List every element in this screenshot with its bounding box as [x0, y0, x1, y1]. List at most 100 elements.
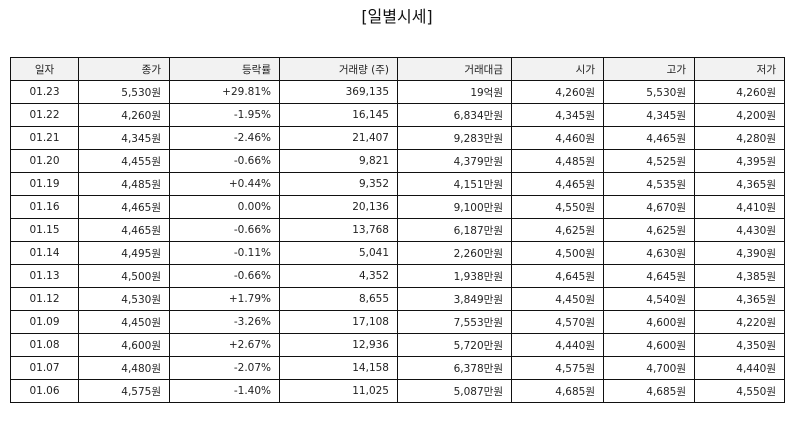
column-header-amount: 거래대금: [397, 57, 512, 81]
cell-date: 01.08: [10, 333, 79, 357]
cell-low: 4,385원: [694, 264, 785, 288]
table-body: 01.23 5,530원 +29.81% 369,135 19억원 4,260원 5,530…: [10, 80, 785, 403]
column-header-volume: 거래량 (주): [279, 57, 398, 81]
cell-amount: 6,187만원: [397, 218, 512, 242]
cell-high: 4,700원: [603, 356, 695, 380]
cell-open: 4,575원: [511, 356, 604, 380]
cell-open: 4,440원: [511, 333, 604, 357]
cell-low: 4,350원: [694, 333, 785, 357]
cell-open: 4,570원: [511, 310, 604, 334]
cell-close: 4,465원: [78, 195, 170, 219]
cell-change: -3.26%: [169, 310, 280, 334]
cell-low: 4,440원: [694, 356, 785, 380]
cell-low: 4,430원: [694, 218, 785, 242]
cell-close: 4,600원: [78, 333, 170, 357]
cell-amount: 4,151만원: [397, 172, 512, 196]
cell-change: -2.07%: [169, 356, 280, 380]
cell-open: 4,500원: [511, 241, 604, 265]
cell-close: 4,575원: [78, 379, 170, 403]
table-row: 01.15 4,465원 -0.66% 13,768 6,187만원 4,625원 4,62…: [10, 218, 785, 242]
cell-close: 5,530원: [78, 80, 170, 104]
cell-date: 01.20: [10, 149, 79, 173]
cell-volume: 13,768: [279, 218, 398, 242]
table-row: 01.07 4,480원 -2.07% 14,158 6,378만원 4,575원 4,70…: [10, 356, 785, 380]
cell-amount: 6,834만원: [397, 103, 512, 127]
cell-close: 4,485원: [78, 172, 170, 196]
cell-open: 4,485원: [511, 149, 604, 173]
cell-high: 4,540원: [603, 287, 695, 311]
cell-open: 4,465원: [511, 172, 604, 196]
table-row: 01.13 4,500원 -0.66% 4,352 1,938만원 4,645원 4,645…: [10, 264, 785, 288]
cell-date: 01.14: [10, 241, 79, 265]
cell-amount: 1,938만원: [397, 264, 512, 288]
cell-low: 4,395원: [694, 149, 785, 173]
cell-change: -0.66%: [169, 264, 280, 288]
cell-close: 4,455원: [78, 149, 170, 173]
cell-volume: 9,352: [279, 172, 398, 196]
cell-low: 4,365원: [694, 172, 785, 196]
cell-close: 4,495원: [78, 241, 170, 265]
cell-date: 01.09: [10, 310, 79, 334]
cell-date: 01.07: [10, 356, 79, 380]
cell-low: 4,410원: [694, 195, 785, 219]
table-header-row: 일자 종가 등락률 거래량 (주) 거래대금 시가 고가 저가: [10, 57, 785, 81]
cell-volume: 12,936: [279, 333, 398, 357]
cell-date: 01.13: [10, 264, 79, 288]
cell-high: 4,600원: [603, 310, 695, 334]
column-header-low: 저가: [694, 57, 785, 81]
cell-amount: 7,553만원: [397, 310, 512, 334]
cell-open: 4,450원: [511, 287, 604, 311]
table-row: 01.20 4,455원 -0.66% 9,821 4,379만원 4,485원 4,525…: [10, 149, 785, 173]
table-row: 01.22 4,260원 -1.95% 16,145 6,834만원 4,345원 4,34…: [10, 103, 785, 127]
cell-change: +0.44%: [169, 172, 280, 196]
cell-low: 4,200원: [694, 103, 785, 127]
table-row: 01.06 4,575원 -1.40% 11,025 5,087만원 4,685원 4,68…: [10, 379, 785, 403]
cell-amount: 9,283만원: [397, 126, 512, 150]
table-row: 01.14 4,495원 -0.11% 5,041 2,260만원 4,500원 4,630…: [10, 241, 785, 265]
cell-change: -1.40%: [169, 379, 280, 403]
cell-volume: 8,655: [279, 287, 398, 311]
cell-high: 4,600원: [603, 333, 695, 357]
cell-high: 4,345원: [603, 103, 695, 127]
cell-date: 01.22: [10, 103, 79, 127]
cell-close: 4,500원: [78, 264, 170, 288]
cell-amount: 2,260만원: [397, 241, 512, 265]
cell-close: 4,260원: [78, 103, 170, 127]
column-header-high: 고가: [603, 57, 695, 81]
cell-open: 4,625원: [511, 218, 604, 242]
cell-change: -2.46%: [169, 126, 280, 150]
cell-open: 4,460원: [511, 126, 604, 150]
cell-high: 4,645원: [603, 264, 695, 288]
cell-high: 5,530원: [603, 80, 695, 104]
table-row: 01.12 4,530원 +1.79% 8,655 3,849만원 4,450원 4,540…: [10, 287, 785, 311]
cell-close: 4,465원: [78, 218, 170, 242]
cell-amount: 5,087만원: [397, 379, 512, 403]
cell-high: 4,685원: [603, 379, 695, 403]
cell-change: -0.66%: [169, 218, 280, 242]
cell-volume: 11,025: [279, 379, 398, 403]
cell-date: 01.16: [10, 195, 79, 219]
cell-close: 4,345원: [78, 126, 170, 150]
table-row: 01.09 4,450원 -3.26% 17,108 7,553만원 4,570원 4,60…: [10, 310, 785, 334]
cell-volume: 9,821: [279, 149, 398, 173]
cell-low: 4,220원: [694, 310, 785, 334]
cell-close: 4,530원: [78, 287, 170, 311]
cell-volume: 17,108: [279, 310, 398, 334]
cell-low: 4,390원: [694, 241, 785, 265]
cell-high: 4,535원: [603, 172, 695, 196]
cell-amount: 19억원: [397, 80, 512, 104]
cell-high: 4,630원: [603, 241, 695, 265]
cell-open: 4,345원: [511, 103, 604, 127]
cell-high: 4,525원: [603, 149, 695, 173]
cell-low: 4,365원: [694, 287, 785, 311]
cell-amount: 9,100만원: [397, 195, 512, 219]
column-header-change: 등락률: [169, 57, 280, 81]
cell-open: 4,260원: [511, 80, 604, 104]
cell-volume: 369,135: [279, 80, 398, 104]
cell-change: -1.95%: [169, 103, 280, 127]
table-row: 01.16 4,465원 0.00% 20,136 9,100만원 4,550원 4,670…: [10, 195, 785, 219]
cell-date: 01.21: [10, 126, 79, 150]
table-row: 01.23 5,530원 +29.81% 369,135 19억원 4,260원 5,530…: [10, 80, 785, 104]
cell-date: 01.23: [10, 80, 79, 104]
cell-open: 4,685원: [511, 379, 604, 403]
